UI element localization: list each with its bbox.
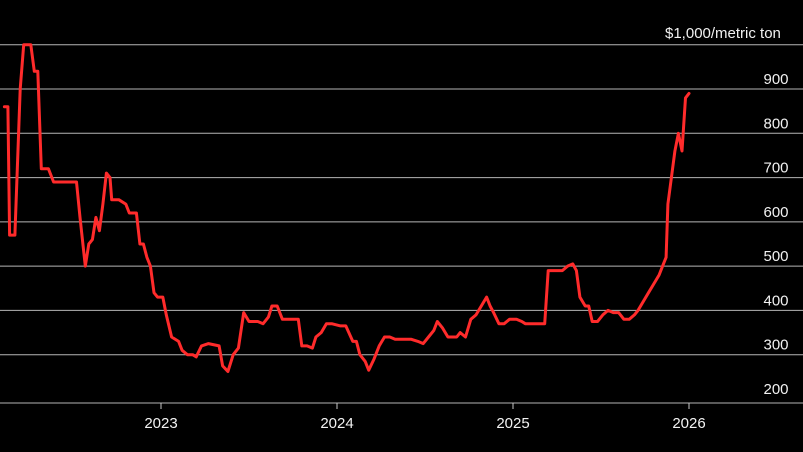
- y-tick-label-700: 700: [763, 160, 788, 177]
- y-tick-label-200: 200: [763, 381, 788, 398]
- x-tick-label-2026: 2026: [672, 415, 705, 432]
- y-axis-unit-label: $1,000/metric ton: [665, 25, 781, 42]
- y-tick-label-400: 400: [763, 292, 788, 309]
- series-line-0: [2, 43, 691, 373]
- x-axis-ticks: 2023 2024 2025 2026: [144, 403, 706, 432]
- y-axis-ticks: 200 300 400 500 600 700 800 900: [763, 71, 788, 398]
- series-layer: [2, 43, 691, 373]
- y-tick-label-500: 500: [763, 248, 788, 265]
- y-tick-label-900: 900: [763, 71, 788, 88]
- x-tick-label-2024: 2024: [320, 415, 353, 432]
- y-tick-label-600: 600: [763, 204, 788, 221]
- x-tick-label-2025: 2025: [496, 415, 529, 432]
- x-tick-label-2023: 2023: [144, 415, 177, 432]
- gridlines: [0, 44, 803, 404]
- y-tick-label-300: 300: [763, 337, 788, 354]
- y-tick-label-800: 800: [763, 115, 788, 132]
